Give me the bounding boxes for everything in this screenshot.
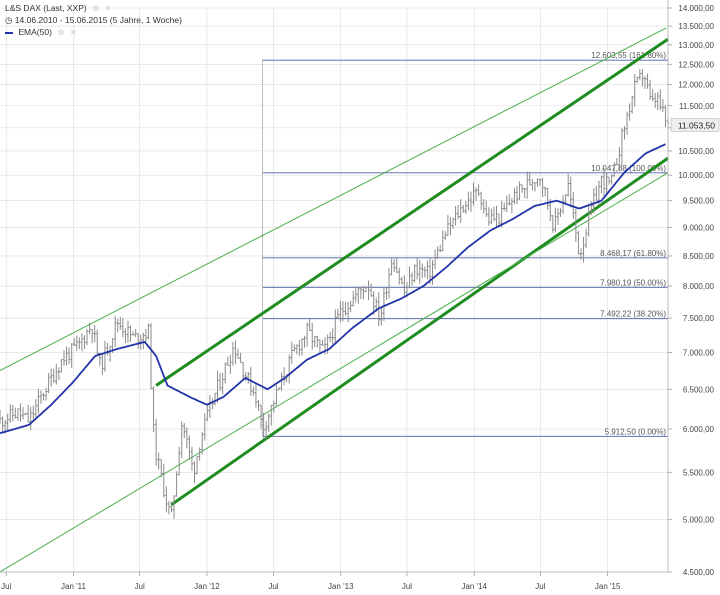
fib-level-label: 8.468,17 (61.80%) bbox=[600, 249, 666, 258]
y-tick-label: 13.000,00 bbox=[678, 41, 714, 50]
channel-line-main bbox=[170, 156, 669, 507]
y-tick-label: 12.000,00 bbox=[678, 81, 714, 90]
last-price-label: 11.053,50 bbox=[678, 120, 715, 130]
x-tick-label: Jan '12 bbox=[194, 582, 220, 591]
indicator-legend: EMA(50) ⚙ ✕ bbox=[5, 27, 77, 37]
y-tick-label: 8.000,00 bbox=[683, 282, 715, 291]
date-range-text: 14.06.2010 - 15.06.2015 (5 Jahre, 1 Woch… bbox=[14, 15, 182, 25]
close-icon[interactable]: ✕ bbox=[69, 28, 77, 37]
fib-level-label: 12.603,55 (161.80%) bbox=[591, 51, 666, 60]
y-tick-label: 5.000,00 bbox=[683, 516, 715, 525]
y-tick-label: 5.500,00 bbox=[683, 468, 715, 477]
y-tick-label: 7.500,00 bbox=[683, 314, 715, 323]
x-tick-label: Jan '13 bbox=[328, 582, 354, 591]
x-tick-label: Jul bbox=[1, 582, 11, 591]
x-tick-label: Jul bbox=[402, 582, 412, 591]
header-title: L&S DAX (Last, XXP) bbox=[5, 3, 87, 13]
x-tick-label: Jul bbox=[135, 582, 145, 591]
labels: 11.053,50 bbox=[670, 118, 720, 132]
trend-channel bbox=[0, 27, 669, 573]
last-price-box bbox=[670, 118, 720, 132]
y-tick-label: 10.500,00 bbox=[678, 147, 714, 156]
channel-line-outer bbox=[0, 172, 669, 573]
fib-level-label: 7.492,22 (38.20%) bbox=[600, 310, 666, 319]
plot-background bbox=[0, 0, 668, 580]
channel-line-outer bbox=[0, 27, 667, 371]
y-tick-label: 10.000,00 bbox=[678, 171, 714, 180]
y-tick-label: 9.000,00 bbox=[683, 224, 715, 233]
y-tick-label: 6.500,00 bbox=[683, 385, 715, 394]
ema-line bbox=[0, 143, 666, 435]
y-tick-label: 14.000,00 bbox=[678, 4, 714, 13]
y-tick-label: 7.000,00 bbox=[683, 348, 715, 357]
y-tick-label: 12.500,00 bbox=[678, 60, 714, 69]
y-tick-label: 11.500,00 bbox=[679, 102, 715, 111]
fib-level-label: 7.980,19 (50.00%) bbox=[600, 278, 666, 287]
ema-series bbox=[0, 143, 666, 435]
clock-icon: ◷ bbox=[5, 15, 13, 25]
gear-icon[interactable]: ⚙ bbox=[92, 4, 100, 13]
date-range: ◷ 14.06.2010 - 15.06.2015 (5 Jahre, 1 Wo… bbox=[5, 15, 182, 26]
gear-icon[interactable]: ⚙ bbox=[57, 28, 65, 37]
chart-title: L&S DAX (Last, XXP) ⚙ ✕ bbox=[5, 3, 111, 13]
channel-line-main bbox=[155, 37, 669, 387]
y-tick-label: 4.500,00 bbox=[683, 568, 715, 577]
price-series bbox=[0, 68, 670, 519]
indicator-name: EMA(50) bbox=[18, 27, 52, 37]
x-tick-label: Jan '15 bbox=[595, 582, 621, 591]
x-tick-label: Jan '14 bbox=[461, 582, 487, 591]
grid bbox=[0, 7, 668, 573]
y-tick-label: 6.000,00 bbox=[683, 425, 715, 434]
x-tick-label: Jul bbox=[268, 582, 278, 591]
ema-swatch-icon bbox=[5, 31, 13, 34]
x-tick-label: Jul bbox=[535, 582, 545, 591]
x-tick-label: Jan '11 bbox=[61, 582, 87, 591]
fib-level-label: 5.912,50 (0.00%) bbox=[605, 427, 667, 436]
close-icon[interactable]: ✕ bbox=[104, 4, 112, 13]
y-tick-label: 8.500,00 bbox=[683, 252, 715, 261]
y-tick-label: 13.500,00 bbox=[678, 22, 714, 31]
y-tick-label: 9.500,00 bbox=[683, 197, 715, 206]
